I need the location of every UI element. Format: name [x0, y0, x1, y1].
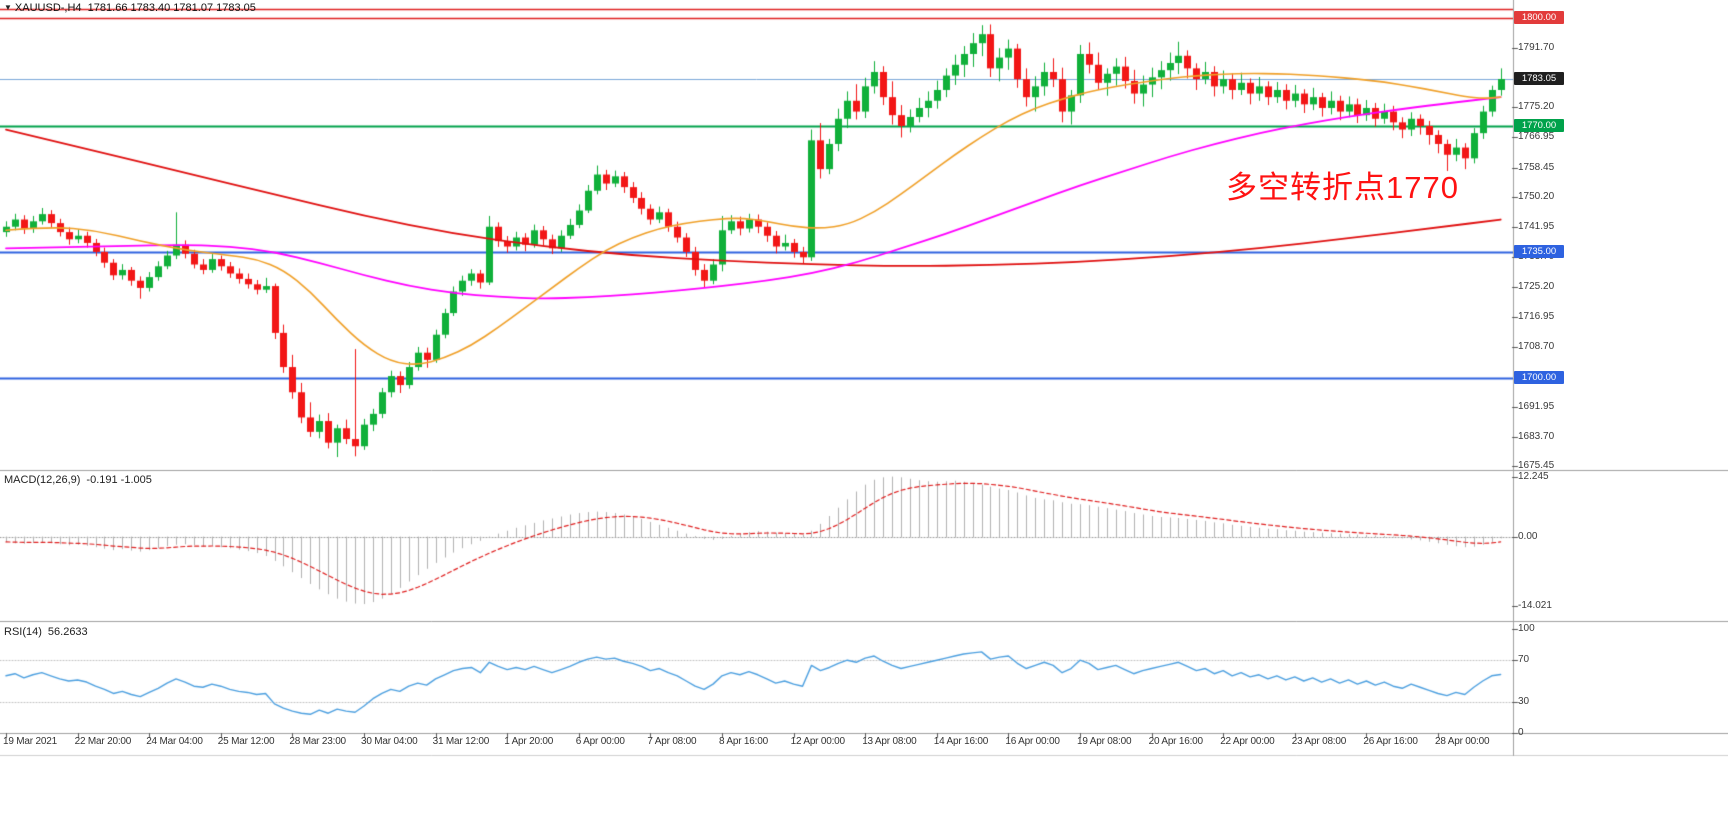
- price-axis-label: 1708.70: [1518, 340, 1555, 352]
- time-axis-label: 6 Apr 00:00: [575, 736, 625, 747]
- time-axis-label: 22 Apr 00:00: [1220, 736, 1275, 747]
- time-axis-label: 28 Apr 00:00: [1435, 736, 1490, 747]
- chart-header: ▼ XAUUSD-,H4 1781.66 1783.40 1781.07 1783…: [4, 2, 256, 14]
- price-badge: 1700.00: [1514, 370, 1564, 384]
- time-axis-label: 24 Mar 04:00: [146, 736, 203, 747]
- symbol-timeframe-label: XAUUSD-,H4: [14, 2, 82, 14]
- price-badge: 1735.00: [1514, 244, 1564, 258]
- time-axis-label: 13 Apr 08:00: [862, 736, 917, 747]
- price-axis-label: 1775.20: [1518, 101, 1555, 113]
- rsi-axis-label: 100: [1518, 623, 1535, 634]
- price-axis-label: 1791.70: [1518, 41, 1555, 53]
- price-badge: 1800.00: [1514, 10, 1564, 24]
- price-axis-label: 1716.95: [1518, 310, 1555, 322]
- rsi-axis-label: 30: [1518, 695, 1530, 707]
- macd-axis-label: -14.021: [1518, 599, 1552, 611]
- time-axis-label: 14 Apr 16:00: [933, 736, 989, 747]
- time-axis-label: 19 Apr 08:00: [1077, 736, 1132, 747]
- macd-axis-label: 0.00: [1518, 531, 1538, 542]
- price-axis-label: 1675.45: [1518, 460, 1555, 472]
- price-axis-label: 1766.95: [1518, 130, 1555, 142]
- annotation-text: 多空转折点1770: [1226, 170, 1459, 205]
- macd-indicator-label: MACD(12,26,9) -0.191 -1.005: [4, 474, 152, 486]
- rsi-value: 56.2633: [47, 626, 88, 638]
- price-axis-label: 1725.20: [1518, 281, 1555, 293]
- ohlc-values: 1781.66 1783.40 1781.07 1783.05: [87, 2, 256, 14]
- time-axis-label: 16 Apr 00:00: [1005, 736, 1060, 747]
- time-axis-label: 7 Apr 08:00: [647, 736, 697, 747]
- time-axis-label: 31 Mar 12:00: [432, 736, 490, 747]
- rsi-axis-label: 0: [1518, 727, 1524, 738]
- time-axis-label: 12 Apr 00:00: [790, 736, 846, 747]
- time-axis-label: 23 Apr 08:00: [1291, 736, 1347, 747]
- time-axis-label: 30 Mar 04:00: [361, 736, 418, 747]
- time-axis-label: 8 Apr 16:00: [719, 736, 768, 747]
- symbol-dropdown-icon[interactable]: ▼: [4, 3, 12, 12]
- price-axis-label: 1683.70: [1518, 430, 1555, 442]
- time-axis-label: 26 Apr 16:00: [1363, 736, 1418, 747]
- time-axis-label: 25 Mar 12:00: [217, 736, 275, 747]
- time-axis-label: 19 Mar 2021: [3, 736, 57, 747]
- macd-values: -0.191 -1.005: [86, 474, 152, 486]
- price-axis-label: 1758.45: [1518, 161, 1555, 173]
- rsi-axis-label: 70: [1518, 654, 1530, 666]
- price-axis-label: 1691.95: [1518, 400, 1555, 412]
- time-axis-label: 20 Apr 16:00: [1148, 736, 1204, 747]
- time-axis-label: 28 Mar 23:00: [289, 736, 346, 747]
- rsi-indicator-label: RSI(14) 56.2633: [4, 626, 88, 638]
- macd-axis-label: 12.245: [1518, 470, 1549, 482]
- time-axis-label: 1 Apr 20:00: [504, 736, 554, 747]
- time-axis-label: 22 Mar 20:00: [74, 736, 132, 747]
- price-badge: 1783.05: [1514, 71, 1564, 85]
- price-badge: 1770.00: [1514, 118, 1564, 132]
- price-axis-label: 1750.20: [1518, 191, 1555, 203]
- price-axis-label: 1741.95: [1518, 220, 1555, 232]
